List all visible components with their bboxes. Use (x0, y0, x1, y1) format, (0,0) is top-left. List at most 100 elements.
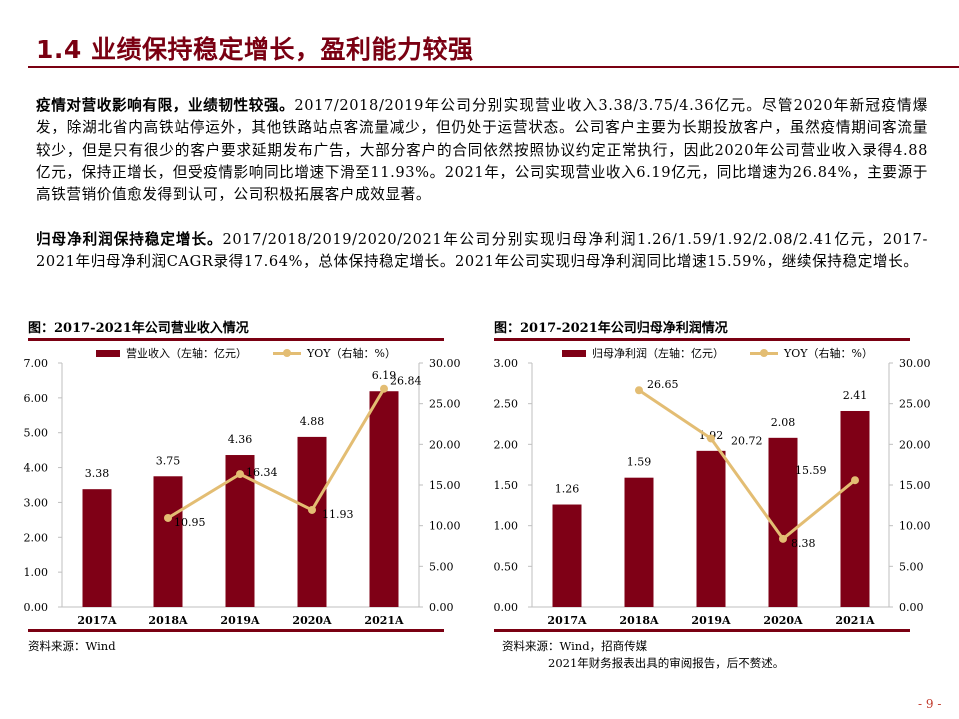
x-tick: 2019A (220, 614, 260, 627)
paragraph-revenue: 疫情对营收影响有限，业绩韧性较强。2017/2018/2019年公司分别实现营业… (36, 95, 928, 206)
y-right-tick: 30.00 (899, 357, 931, 370)
figure-title-revenue: 图：2017-2021年公司营业收入情况 (28, 321, 249, 336)
figure-bottom-rule (494, 629, 910, 632)
figure-source-note: 2021年财务报表出具的审阅报告，后不赘述。 (548, 656, 785, 670)
bar-label: 1.59 (627, 456, 652, 469)
y-left-tick: 1.00 (494, 520, 519, 533)
y-right-tick: 20.00 (899, 438, 931, 451)
y-left-tick: 7.00 (24, 357, 49, 370)
bar (297, 436, 327, 607)
x-tick: 2017A (547, 614, 587, 627)
legend-bar-swatch (562, 349, 586, 357)
x-tick: 2021A (835, 614, 875, 627)
bar (552, 504, 582, 607)
paragraph-lead: 归母净利润保持稳定增长。 (36, 231, 223, 248)
paragraph-body: 2017/2018/2019/2020/2021年公司分别实现归母净利润1.26… (36, 231, 928, 271)
y-left-tick: 2.00 (24, 531, 49, 544)
bar-label: 4.88 (300, 415, 325, 428)
y-right-tick: 0.00 (429, 601, 454, 614)
yoy-point (236, 470, 244, 479)
y-left-tick: 6.00 (24, 392, 49, 405)
x-tick: 2020A (292, 614, 332, 627)
x-tick: 2017A (77, 614, 117, 627)
y-left-tick: 1.00 (24, 566, 49, 579)
bar-label: 2.08 (771, 416, 796, 429)
x-tick: 2018A (619, 614, 659, 627)
bar (369, 391, 399, 607)
section-title: 1.4 业绩保持稳定增长，盈利能力较强 (36, 35, 474, 64)
y-right-tick: 20.00 (429, 438, 461, 451)
paragraph-lead: 疫情对营收影响有限，业绩韧性较强。 (36, 97, 295, 114)
yoy-point (380, 384, 388, 393)
y-left-tick: 2.50 (494, 398, 519, 411)
y-right-tick: 10.00 (429, 520, 461, 533)
y-right-tick: 5.00 (899, 560, 924, 573)
bar (840, 410, 870, 607)
bar-label: 4.36 (228, 433, 253, 446)
figure-source: 资料来源：Wind (28, 639, 116, 653)
y-left-tick: 4.00 (24, 462, 49, 475)
bar (153, 476, 183, 607)
paragraph-net-profit: 归母净利润保持稳定增长。2017/2018/2019/2020/2021年公司分… (36, 229, 928, 274)
x-tick: 2018A (148, 614, 188, 627)
y-left-tick: 0.50 (494, 560, 519, 573)
legend-bar-label: 营业收入（左轴：亿元） (126, 347, 247, 360)
y-left-tick: 3.00 (494, 357, 519, 370)
legend-line-label: YOY（右轴：%） (784, 347, 873, 360)
bar-label: 3.38 (85, 467, 110, 480)
yoy-point (779, 534, 787, 543)
bar (696, 450, 726, 607)
page-number: - 9 - (918, 697, 942, 711)
yoy-label: 15.59 (795, 464, 827, 477)
legend-line-label: YOY（右轴：%） (307, 347, 396, 360)
y-right-tick: 25.00 (899, 398, 931, 411)
yoy-label: 26.65 (647, 378, 679, 391)
x-tick: 2021A (364, 614, 404, 627)
bar (768, 437, 798, 607)
y-right-tick: 30.00 (429, 357, 461, 370)
y-right-tick: 15.00 (899, 479, 931, 492)
title-divider (28, 66, 959, 68)
legend-bar-swatch (96, 349, 120, 357)
y-right-tick: 5.00 (429, 560, 454, 573)
y-left-tick: 0.00 (24, 601, 49, 614)
y-right-tick: 10.00 (899, 520, 931, 533)
y-left-tick: 1.50 (494, 479, 519, 492)
yoy-line (638, 389, 856, 541)
y-right-tick: 15.00 (429, 479, 461, 492)
bar (624, 477, 654, 607)
bar (82, 489, 112, 607)
x-tick: 2019A (691, 614, 731, 627)
yoy-label: 11.93 (322, 508, 354, 521)
y-left-tick: 3.00 (24, 496, 49, 509)
x-tick: 2020A (763, 614, 803, 627)
chart-legend: 归母净利润（左轴：亿元） YOY（右轴：%） (562, 345, 873, 361)
figure-title-net-profit: 图：2017-2021年公司归母净利润情况 (494, 321, 728, 336)
legend-line-swatch (273, 347, 301, 359)
y-left-tick: 2.00 (494, 438, 519, 451)
y-right-tick: 0.00 (899, 601, 924, 614)
figure-source: 资料来源：Wind，招商传媒 (502, 639, 648, 653)
figure-bottom-rule (28, 629, 444, 632)
legend-bar-label: 归母净利润（左轴：亿元） (592, 347, 724, 360)
bar-label: 3.75 (156, 454, 181, 467)
yoy-label: 8.38 (791, 537, 816, 550)
figure-top-rule (28, 338, 444, 341)
yoy-point (308, 505, 316, 514)
yoy-point (164, 513, 172, 522)
paragraph-body: 2017/2018/2019年公司分别实现营业收入3.38/3.75/4.36亿… (36, 97, 928, 204)
bar-label: 6.19 (372, 369, 397, 382)
yoy-point (851, 476, 859, 485)
yoy-label: 10.95 (174, 516, 206, 529)
y-left-tick: 0.00 (494, 601, 519, 614)
figure-top-rule (494, 338, 910, 341)
yoy-point (635, 386, 643, 395)
yoy-label: 20.72 (731, 434, 763, 447)
bar-label: 1.26 (555, 483, 580, 496)
yoy-label: 26.84 (390, 375, 422, 388)
yoy-label: 16.34 (246, 466, 278, 479)
yoy-line (167, 387, 386, 520)
chart-legend: 营业收入（左轴：亿元） YOY（右轴：%） (96, 345, 396, 361)
